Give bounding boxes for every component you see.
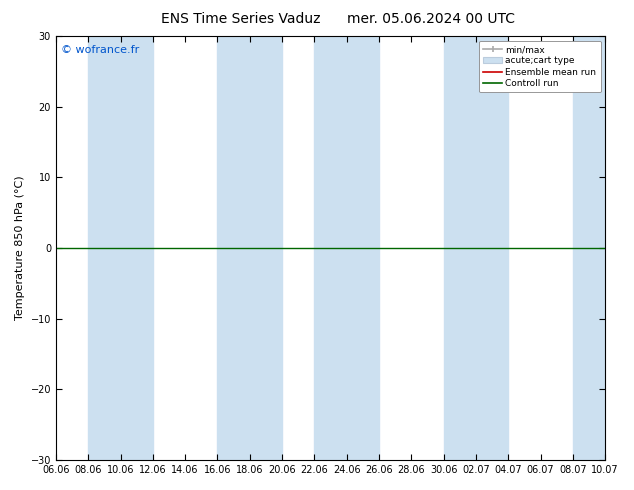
Legend: min/max, acute;cart type, Ensemble mean run, Controll run: min/max, acute;cart type, Ensemble mean …	[479, 41, 600, 93]
Text: © wofrance.fr: © wofrance.fr	[61, 45, 139, 54]
Y-axis label: Temperature 850 hPa (°C): Temperature 850 hPa (°C)	[15, 176, 25, 320]
Text: mer. 05.06.2024 00 UTC: mer. 05.06.2024 00 UTC	[347, 12, 515, 26]
Bar	[573, 36, 634, 460]
Text: ENS Time Series Vaduz: ENS Time Series Vaduz	[161, 12, 321, 26]
Bar	[444, 36, 508, 460]
Bar	[314, 36, 379, 460]
Bar	[88, 36, 153, 460]
Bar	[217, 36, 282, 460]
